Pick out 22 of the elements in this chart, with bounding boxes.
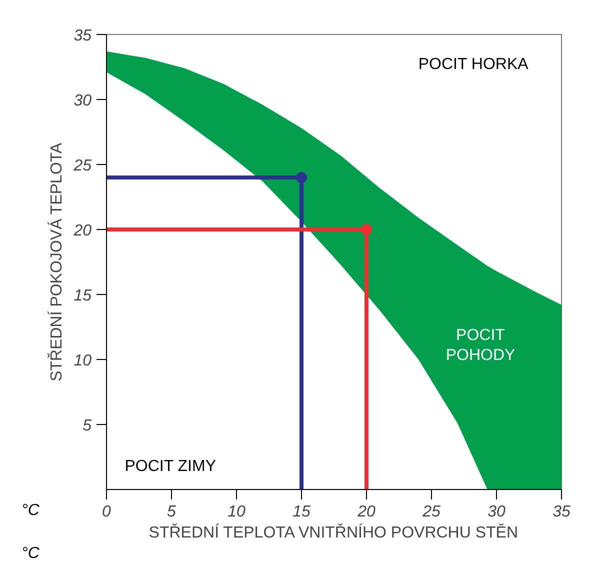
y-tick-label: 15	[74, 288, 92, 304]
y-tick-label: 10	[74, 352, 92, 370]
x-tick-label: 35	[552, 504, 570, 520]
annotation: POCIT ZIMY	[124, 458, 216, 475]
x-tick-label: 15	[292, 504, 310, 520]
x-tick-label: 0	[102, 504, 112, 520]
x-tick-label: 5	[167, 504, 176, 520]
x-tick-label: 30	[488, 504, 506, 520]
x-axis-title: STŘEDNÍ TEPLOTA VNITŘNÍHO POVRCHU STĚN	[148, 524, 518, 542]
x-tick-label: 25	[422, 504, 440, 520]
y-axis-title: STŘEDNÍ POKOJOVÁ TEPLOTA	[48, 142, 66, 382]
text: °C	[22, 502, 40, 519]
x-tick-label: 20	[356, 504, 376, 520]
annotation: POCIT HORKA	[418, 56, 529, 73]
annotation: POCIT POHODY	[446, 326, 516, 364]
text: °C	[22, 545, 40, 562]
x-tick-label: 10	[228, 504, 246, 520]
y-tick-label: 20	[72, 222, 92, 240]
y-tick-label: 5	[82, 418, 92, 434]
y-tick-label: 25	[72, 158, 92, 174]
y-tick-label: 30	[74, 92, 92, 110]
y-tick-label: 35	[74, 28, 92, 44]
